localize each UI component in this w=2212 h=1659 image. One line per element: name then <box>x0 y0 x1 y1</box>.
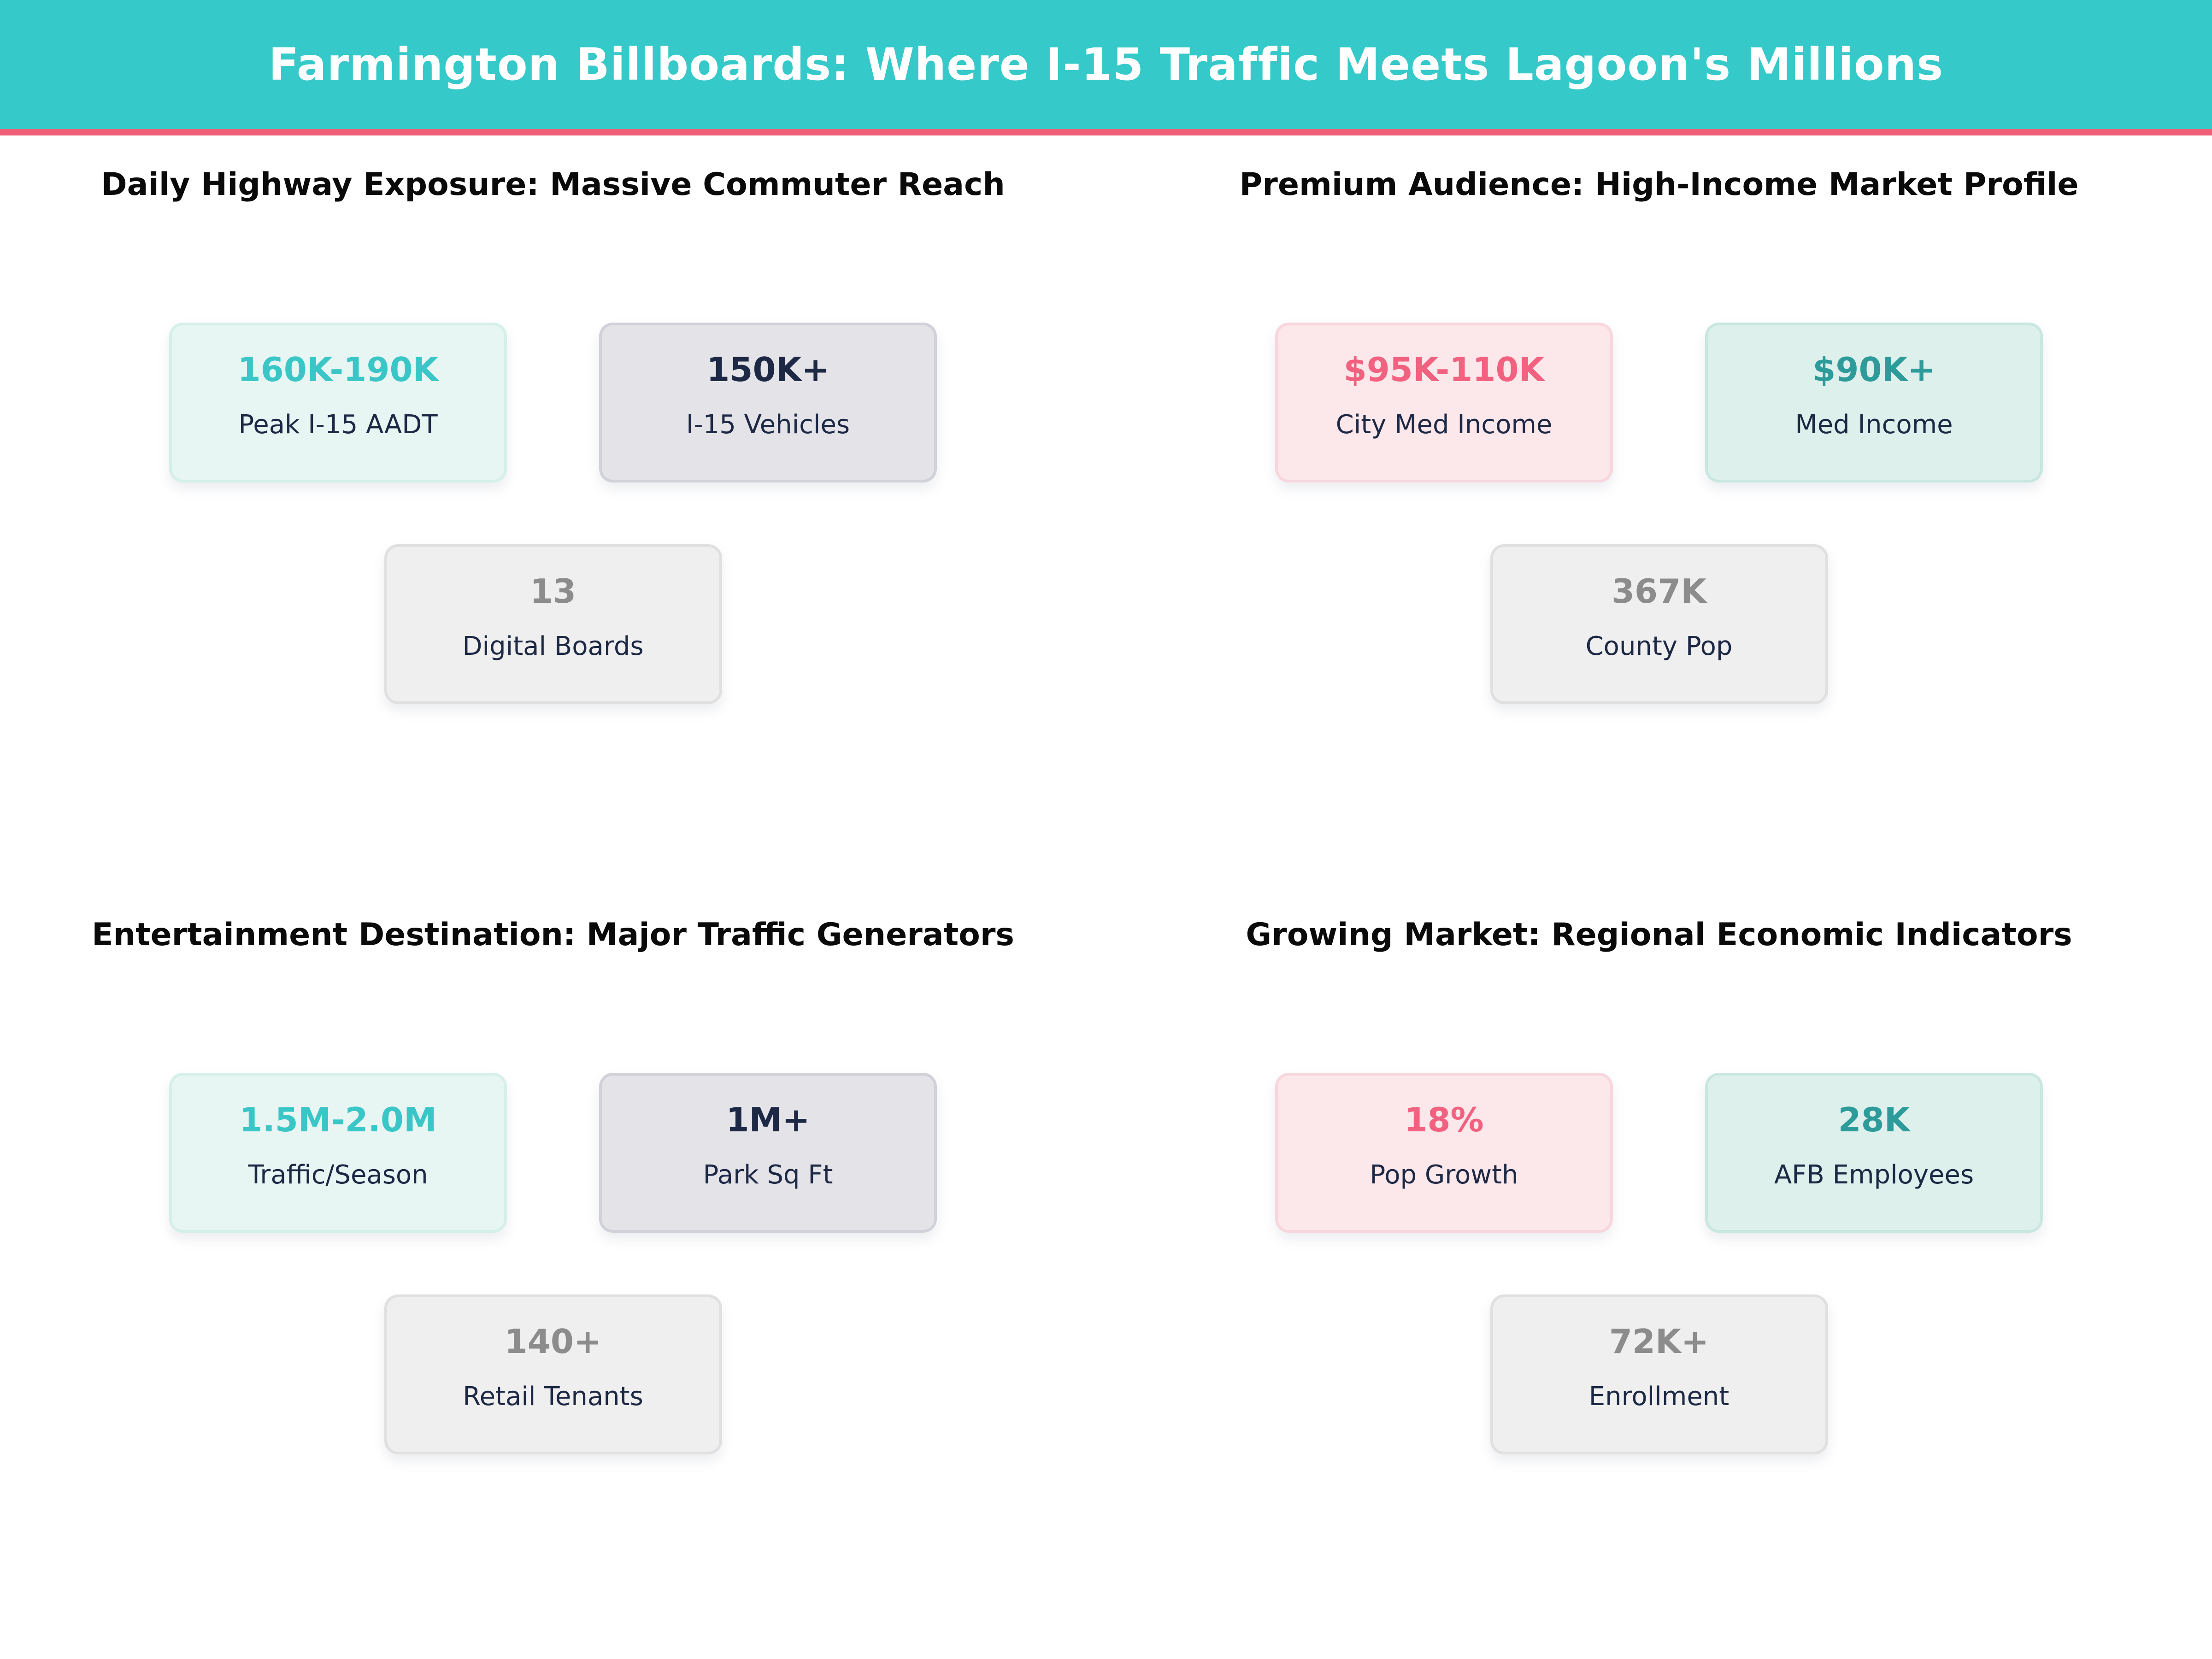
quadrant-premium-audience: Premium Audience: High-Income Market Pro… <box>1106 135 2212 704</box>
stat-value: 18% <box>1404 1100 1484 1139</box>
card-row: 72K+ Enrollment <box>1106 1294 2212 1454</box>
card-row: 18% Pop Growth 28K AFB Employees <box>1106 1073 2212 1233</box>
stat-label: City Med Income <box>1335 410 1553 440</box>
stat-card-enrollment: 72K+ Enrollment <box>1490 1294 1828 1454</box>
stat-card-park-sq-ft: 1M+ Park Sq Ft <box>599 1073 937 1233</box>
stat-label: I-15 Vehicles <box>686 410 850 440</box>
header-banner: Farmington Billboards: Where I-15 Traffi… <box>0 0 2212 135</box>
stat-value: $90K+ <box>1812 350 1936 389</box>
stat-card-city-med-income: $95K-110K City Med Income <box>1275 323 1613 482</box>
stat-value: 1M+ <box>726 1100 810 1139</box>
stat-label: Digital Boards <box>462 631 644 661</box>
card-row: 367K County Pop <box>1106 544 2212 704</box>
stat-value: 140+ <box>504 1322 602 1361</box>
stat-label: Enrollment <box>1588 1382 1730 1412</box>
quadrant-entertainment-destination: Entertainment Destination: Major Traffic… <box>0 704 1106 1454</box>
stat-card-peak-aadt: 160K-190K Peak I-15 AADT <box>169 323 507 482</box>
card-row: 13 Digital Boards <box>0 544 1106 704</box>
quadrant-title: Entertainment Destination: Major Traffic… <box>92 917 1014 953</box>
stat-value: 72K+ <box>1609 1322 1709 1361</box>
stat-label: Traffic/Season <box>248 1160 428 1190</box>
stat-card-med-income: $90K+ Med Income <box>1705 323 2043 482</box>
card-row: 140+ Retail Tenants <box>0 1294 1106 1454</box>
stat-label: Park Sq Ft <box>703 1160 833 1190</box>
quadrant-title: Premium Audience: High-Income Market Pro… <box>1239 166 2079 203</box>
stat-label: Pop Growth <box>1370 1160 1518 1190</box>
card-row: $95K-110K City Med Income $90K+ Med Inco… <box>1106 323 2212 482</box>
stat-value: 28K <box>1838 1100 1910 1139</box>
quadrant-growing-market: Growing Market: Regional Economic Indica… <box>1106 704 2212 1454</box>
stat-value: $95K-110K <box>1343 350 1545 389</box>
stat-value: 150K+ <box>706 350 830 389</box>
stat-card-afb-employees: 28K AFB Employees <box>1705 1073 2043 1233</box>
stat-value: 13 <box>529 572 577 611</box>
stat-card-county-pop: 367K County Pop <box>1490 544 1828 704</box>
stat-label: AFB Employees <box>1774 1160 1974 1190</box>
quadrant-title: Daily Highway Exposure: Massive Commuter… <box>101 166 1005 203</box>
stat-card-traffic-season: 1.5M-2.0M Traffic/Season <box>169 1073 507 1233</box>
stat-label: Peak I-15 AADT <box>238 410 438 440</box>
stat-value: 1.5M-2.0M <box>239 1100 437 1139</box>
stat-value: 367K <box>1611 572 1707 611</box>
stat-card-retail-tenants: 140+ Retail Tenants <box>384 1294 722 1454</box>
stat-label: Retail Tenants <box>463 1382 643 1412</box>
quadrant-highway-exposure: Daily Highway Exposure: Massive Commuter… <box>0 135 1106 704</box>
card-row: 1.5M-2.0M Traffic/Season 1M+ Park Sq Ft <box>0 1073 1106 1233</box>
stat-value: 160K-190K <box>237 350 439 389</box>
stat-card-digital-boards: 13 Digital Boards <box>384 544 722 704</box>
quadrant-title: Growing Market: Regional Economic Indica… <box>1246 917 2072 953</box>
card-row: 160K-190K Peak I-15 AADT 150K+ I-15 Vehi… <box>0 323 1106 482</box>
stat-label: Med Income <box>1795 410 1953 440</box>
page-title: Farmington Billboards: Where I-15 Traffi… <box>268 39 1944 90</box>
stat-label: County Pop <box>1585 631 1733 661</box>
stat-card-pop-growth: 18% Pop Growth <box>1275 1073 1613 1233</box>
stat-card-i15-vehicles: 150K+ I-15 Vehicles <box>599 323 937 482</box>
quadrant-grid: Daily Highway Exposure: Massive Commuter… <box>0 135 2212 1454</box>
